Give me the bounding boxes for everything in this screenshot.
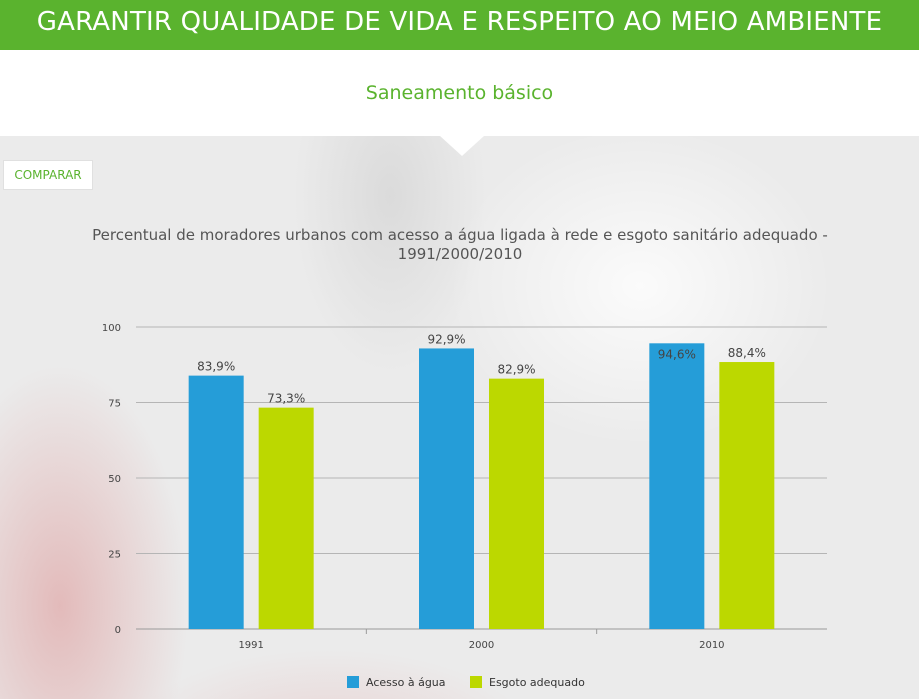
compare-button[interactable]: COMPARAR bbox=[3, 160, 93, 190]
legend-swatch-agua bbox=[347, 676, 359, 688]
bar-agua bbox=[188, 375, 244, 629]
y-tick-label: 0 bbox=[115, 625, 121, 636]
bar-esgoto bbox=[489, 378, 544, 629]
x-tick-label: 2010 bbox=[699, 640, 724, 651]
bar-agua bbox=[649, 343, 705, 629]
legend-label-agua: Acesso à água bbox=[366, 675, 446, 689]
bar-esgoto bbox=[258, 407, 314, 629]
page-title: GARANTIR QUALIDADE DE VIDA E RESPEITO AO… bbox=[36, 7, 883, 37]
data-label: 82,9% bbox=[497, 363, 535, 377]
bar-esgoto bbox=[719, 362, 775, 629]
pointer-arrow bbox=[440, 136, 484, 156]
data-label: 94,6% bbox=[658, 347, 696, 361]
x-tick-label: 1991 bbox=[238, 640, 263, 651]
data-label: 83,9% bbox=[197, 360, 235, 374]
y-tick-label: 50 bbox=[108, 474, 121, 485]
section-subtitle: Saneamento básico bbox=[365, 82, 554, 104]
y-tick-label: 100 bbox=[102, 323, 121, 334]
data-label: 92,9% bbox=[427, 332, 465, 346]
data-label: 73,3% bbox=[267, 392, 305, 406]
legend-item-agua[interactable]: Acesso à água bbox=[347, 674, 446, 690]
y-tick-label: 25 bbox=[108, 550, 121, 561]
y-tick-label: 75 bbox=[108, 399, 121, 410]
legend-swatch-esgoto bbox=[470, 676, 482, 688]
data-label: 88,4% bbox=[728, 346, 766, 360]
chart-title: Percentual de moradores urbanos com aces… bbox=[92, 226, 828, 263]
subtitle-bar bbox=[0, 50, 919, 136]
legend-label-esgoto: Esgoto adequado bbox=[489, 675, 585, 689]
x-tick-label: 2000 bbox=[469, 640, 494, 651]
legend-item-esgoto[interactable]: Esgoto adequado bbox=[470, 674, 585, 690]
bar-agua bbox=[419, 348, 474, 629]
header-bar: GARANTIR QUALIDADE DE VIDA E RESPEITO AO… bbox=[0, 0, 919, 50]
